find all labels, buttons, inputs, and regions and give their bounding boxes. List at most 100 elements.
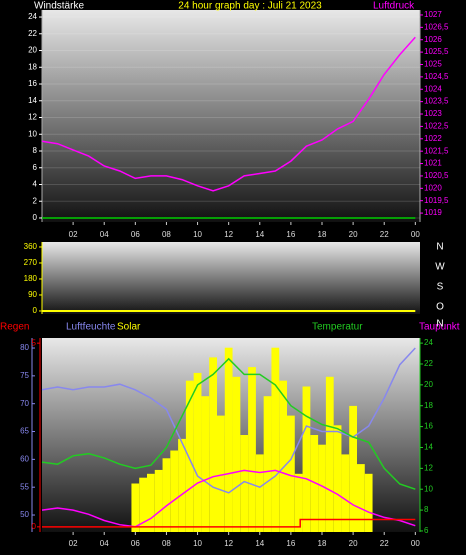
y-tick-label: 20 [28, 46, 37, 55]
series-line [41, 357, 416, 490]
x-tick-label: 18 [318, 230, 327, 239]
y2-tick-label: 20 [424, 380, 433, 389]
solar-bar [341, 454, 350, 532]
x-tick-label: 20 [349, 230, 358, 239]
y-tick-label: 80 [20, 343, 29, 352]
y2-tick-label: 1022,5 [424, 122, 449, 131]
x-tick-label: 18 [318, 539, 327, 548]
compass-label: O [436, 302, 444, 313]
y-tick-label: 180 [24, 274, 38, 283]
solar-bar [170, 450, 179, 532]
solar-bar [364, 473, 373, 532]
solar-bar [287, 415, 295, 532]
y2-tick-label: 1021,5 [424, 146, 449, 155]
y2-tick-label: 8 [424, 505, 429, 514]
compass-label: N [436, 242, 443, 253]
y-tick-label: 55 [20, 482, 29, 491]
y2-tick-label: 1023,5 [424, 97, 449, 106]
solar-bar [209, 357, 217, 532]
y2-axis-label: Luftdruck [373, 1, 415, 12]
y2-tick-label: 6 [424, 526, 429, 535]
y2-tick-label: 12 [424, 463, 433, 472]
legend-temperature: Temperatur [312, 322, 363, 333]
y2-tick-label: 18 [424, 401, 433, 410]
rain-tick-label: 5 [32, 338, 37, 347]
solar-bar [139, 477, 147, 532]
y-tick-label: 50 [20, 510, 29, 519]
x-tick-label: 14 [255, 539, 264, 548]
y2-tick-label: 10 [424, 484, 433, 493]
legend-rain: Regen [0, 322, 29, 333]
y-tick-label: 0 [33, 306, 38, 315]
y-tick-label: 90 [28, 290, 37, 299]
y2-tick-label: 16 [424, 422, 433, 431]
solar-bar [162, 458, 171, 532]
y2-tick-label: 1020 [424, 183, 442, 192]
y2-tick-label: 1019,5 [424, 196, 449, 205]
solar-bar [240, 435, 249, 532]
y2-tick-label: 24 [424, 338, 433, 347]
solar-bar [310, 435, 319, 532]
legend-solar: Solar [117, 322, 141, 333]
solar-bar [263, 396, 272, 532]
y-tick-label: 360 [24, 242, 38, 251]
y2-tick-label: 1020,5 [424, 171, 449, 180]
y2-tick-label: 1027 [424, 10, 442, 19]
x-tick-label: 12 [224, 230, 233, 239]
solar-bar [302, 386, 311, 532]
y2-tick-label: 1026,5 [424, 22, 449, 31]
solar-bar [255, 454, 264, 532]
y-tick-label: 18 [28, 62, 37, 71]
y2-tick-label: 14 [424, 443, 433, 452]
y2-tick-label: 1024 [424, 84, 442, 93]
compass-label: S [437, 282, 444, 293]
y-tick-label: 14 [28, 96, 37, 105]
x-tick-label: 10 [193, 539, 202, 548]
solar-bar [248, 367, 256, 532]
y-tick-label: 6 [33, 163, 38, 172]
series-line [41, 36, 416, 192]
y-tick-label: 8 [33, 146, 38, 155]
solar-bar [357, 464, 365, 532]
solar-bar [232, 376, 241, 532]
x-tick-label: 00 [411, 230, 420, 239]
solar-bar [185, 380, 194, 532]
solar-bar [193, 372, 202, 532]
x-tick-label: 04 [100, 539, 109, 548]
x-tick-label: 00 [411, 539, 420, 548]
y2-tick-label: 1024,5 [424, 72, 449, 81]
y-tick-label: 2 [33, 196, 38, 205]
solar-bar [271, 347, 280, 532]
x-tick-label: 02 [69, 539, 78, 548]
y-tick-label: 270 [24, 258, 38, 267]
y2-tick-label: 1026 [424, 35, 442, 44]
solar-bar [131, 483, 140, 532]
y-tick-label: 70 [20, 399, 29, 408]
y2-tick-label: 1022 [424, 134, 442, 143]
legend-humidity: Luftfeuchte [66, 322, 116, 333]
x-tick-label: 20 [349, 539, 358, 548]
compass-label: W [435, 262, 445, 273]
x-tick-label: 08 [162, 539, 171, 548]
y-tick-label: 75 [20, 371, 29, 380]
solar-bar [201, 396, 210, 532]
y-tick-label: 12 [28, 113, 37, 122]
y2-tick-label: 22 [424, 359, 433, 368]
x-tick-label: 22 [380, 539, 389, 548]
x-tick-label: 12 [224, 539, 233, 548]
solar-bar [318, 444, 326, 532]
solar-bar [349, 405, 357, 532]
y-tick-label: 4 [33, 180, 38, 189]
x-tick-label: 02 [69, 230, 78, 239]
solar-bar [333, 425, 342, 532]
solar-bar [325, 376, 334, 532]
solar-bar [224, 347, 233, 532]
y-tick-label: 22 [28, 29, 37, 38]
rain-tick-label: 0 [32, 522, 37, 531]
x-tick-label: 16 [286, 539, 295, 548]
solar-bar [154, 469, 163, 532]
plot-area [42, 10, 420, 222]
legend-dewpoint: Taupunkt [419, 322, 460, 333]
x-tick-label: 06 [131, 230, 140, 239]
